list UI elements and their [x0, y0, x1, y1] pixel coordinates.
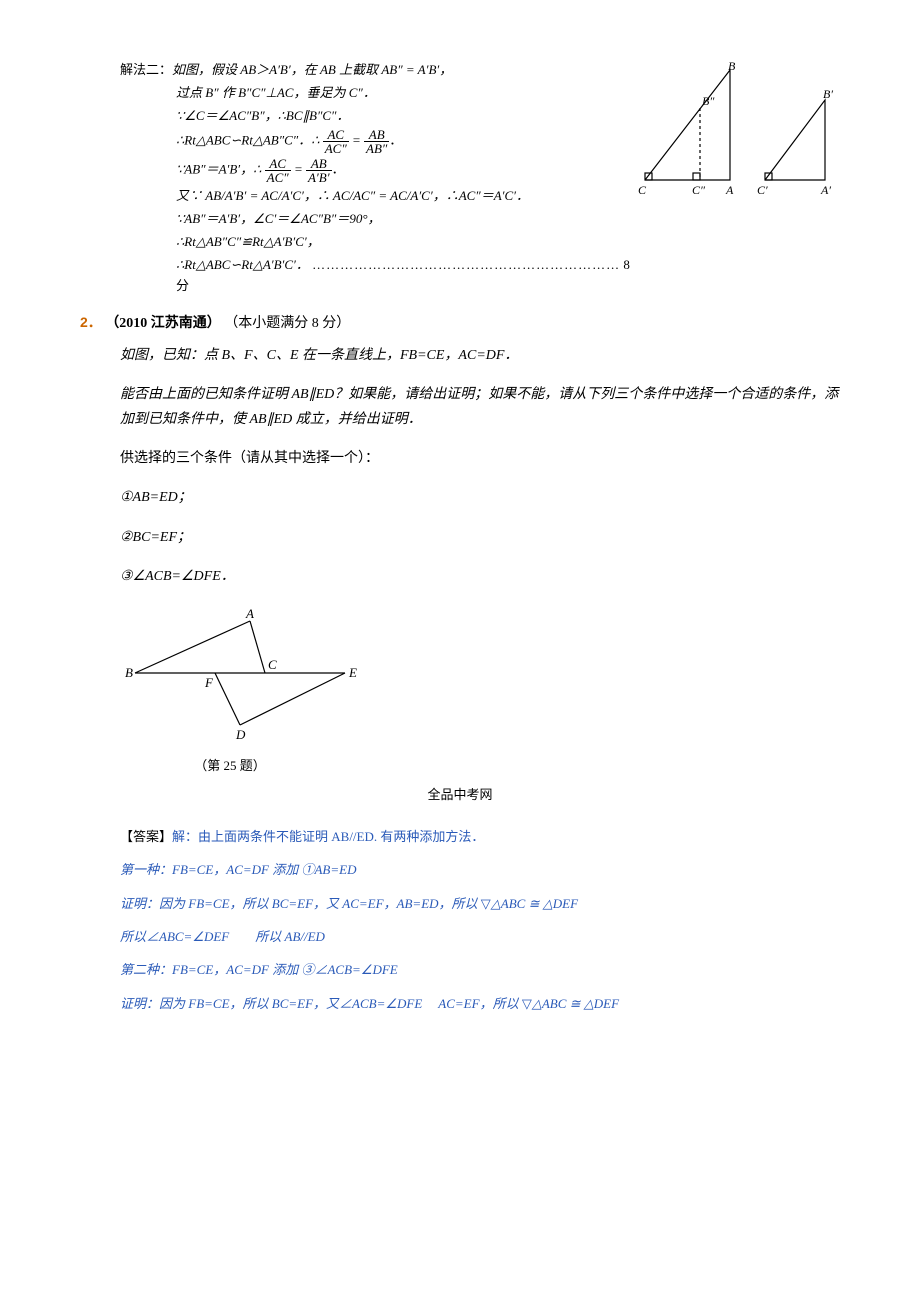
line: ∵AB″＝A′B′，∴ ACAC″ = ABA′B′．	[120, 157, 630, 184]
para: 供选择的三个条件（请从其中选择一个）：	[120, 446, 840, 471]
fraction: ACAC″	[265, 157, 291, 184]
problem-source: （2010 江苏南通）	[105, 316, 221, 331]
m1a: 第一种：FB=CE，AC=DF 添加 ①AB=ED	[120, 858, 840, 881]
fraction: ABAB″	[364, 128, 389, 155]
text: 又∵ AB/A′B′ = AC/A′C′，∴ AC/AC″ = AC/A′C′，…	[176, 188, 529, 203]
text: ∵∠C＝∠AC″B″，∴BC∥B″C″．	[176, 108, 349, 123]
den: AB″	[364, 142, 389, 155]
triangle-diagram-icon: B B″ C C″ A B′ C′ A′	[630, 60, 840, 210]
label-A: A	[725, 183, 734, 197]
eq: =	[294, 162, 306, 177]
answer-intro-text: 解：由上面两条件不能证明 AB//ED. 有两种添加方法．	[172, 829, 484, 844]
text: 如图，假设 AB＞A′B′，在 AB 上截取 AB″ = A′B′，	[172, 62, 452, 77]
num: AB	[364, 128, 389, 142]
line: ∴Rt△ABC∽Rt△A′B′C′． …………………………………………………………	[120, 255, 630, 297]
fraction: ABA′B′	[306, 157, 332, 184]
sol-label: 解法二：	[120, 62, 172, 77]
period: ．	[389, 133, 402, 148]
line: ∵AB″＝A′B′，∠C′＝∠AC″B″＝90°，	[120, 209, 630, 230]
label-C: C	[268, 657, 277, 672]
m1b: 证明：因为 FB=CE，所以 BC=EF，又 AC=EF，AB=ED，所以 ▽△…	[120, 892, 840, 915]
label-C: C	[638, 183, 647, 197]
answer-block: 【答案】解：由上面两条件不能证明 AB//ED. 有两种添加方法． 第一种：FB…	[80, 825, 840, 1015]
text: ∵AB″＝A′B′，∠C′＝∠AC″B″＝90°，	[176, 211, 381, 226]
solution-two-text: 解法二：如图，假设 AB＞A′B′，在 AB 上截取 AB″ = A′B′， 过…	[80, 60, 630, 298]
text: 过点 B″ 作 B″C″⊥AC，垂足为 C″．	[176, 85, 376, 100]
solution-two-block: 解法二：如图，假设 AB＞A′B′，在 AB 上截取 AB″ = A′B′， 过…	[80, 60, 840, 298]
line: 过点 B″ 作 B″C″⊥AC，垂足为 C″．	[120, 83, 630, 104]
answer-label: 【答案】	[120, 829, 172, 844]
line: ∴Rt△ABC∽Rt△AB″C″．∴ ACAC″ = ABAB″．	[120, 128, 630, 155]
line: ∴Rt△AB″C″≌Rt△A′B′C′，	[120, 232, 630, 253]
para: 能否由上面的已知条件证明 AB∥ED？如果能，请给出证明；如果不能，请从下列三个…	[120, 382, 840, 432]
cond2: ②BC=EF；	[120, 525, 840, 550]
problem-block: 2． （2010 江苏南通） （本小题满分 8 分） 如图，已知：点 B、F、C…	[80, 310, 840, 777]
text: ∴Rt△ABC∽Rt△AB″C″．∴	[176, 133, 319, 148]
label-F: F	[204, 675, 214, 690]
m2a: 第二种：FB=CE，AC=DF 添加 ③∠ACB=∠DFE	[120, 958, 840, 981]
label-Bpp: B″	[702, 94, 715, 108]
label-Bp: B′	[823, 87, 833, 101]
line: 解法二：如图，假设 AB＞A′B′，在 AB 上截取 AB″ = A′B′，	[120, 60, 630, 81]
label-Cpp: C″	[692, 183, 706, 197]
m2b-prefix: 证明：因为 FB=CE，所以 BC=EF，又∠ACB=∠DFE AC=EF，所以	[120, 996, 522, 1011]
problem-subtitle: （本小题满分 8 分）	[224, 316, 350, 331]
label-E: E	[348, 665, 357, 680]
problem-body: 如图，已知：点 B、F、C、E 在一条直线上，FB=CE，AC=DF． 能否由上…	[80, 343, 840, 778]
tri-sym: ▽	[522, 996, 532, 1011]
label-Ap: A′	[820, 183, 831, 197]
para: 如图，已知：点 B、F、C、E 在一条直线上，FB=CE，AC=DF．	[120, 343, 840, 368]
figure-caption: （第 25 题）	[120, 754, 340, 777]
dots: …………………………………………………………	[312, 257, 620, 272]
label-Cp: C′	[757, 183, 768, 197]
period: ．	[332, 162, 345, 177]
num: AC	[265, 157, 291, 171]
text: 能否由上面的已知条件证明 AB∥ED？如果能，请给出证明；如果不能，请从下列三个…	[120, 387, 838, 427]
num: AB	[306, 157, 332, 171]
figure-2: A B C D E F （第 25 题）	[120, 603, 840, 778]
m1c: 所以∠ABC=∠DEF 所以 AB//ED	[120, 925, 840, 948]
m1b-prefix: 证明：因为 FB=CE，所以 BC=EF，又 AC=EF，AB=ED，所以	[120, 896, 481, 911]
label-B: B	[728, 60, 736, 73]
den: A′B′	[306, 171, 332, 184]
den: AC″	[323, 142, 349, 155]
answer-intro: 【答案】解：由上面两条件不能证明 AB//ED. 有两种添加方法．	[120, 825, 840, 848]
eq: =	[352, 133, 364, 148]
text: ∵AB″＝A′B′，∴	[176, 162, 261, 177]
label-B: B	[125, 665, 133, 680]
line: ∵∠C＝∠AC″B″，∴BC∥B″C″．	[120, 106, 630, 127]
line: 又∵ AB/A′B′ = AC/A′C′，∴ AC/AC″ = AC/A′C′，…	[120, 186, 630, 207]
m1b-tri: △ABC ≅ △DEF	[491, 896, 578, 911]
cond1: ①AB=ED；	[120, 485, 840, 510]
text: 如图，已知：点 B、F、C、E 在一条直线上，FB=CE，AC=DF．	[120, 348, 518, 363]
cond3: ③∠ACB=∠DFE．	[120, 564, 840, 589]
tri-sym: ▽	[481, 896, 491, 911]
fraction: ACAC″	[323, 128, 349, 155]
problem-number: 2．	[80, 314, 102, 330]
label-A: A	[245, 606, 254, 621]
num: AC	[323, 128, 349, 142]
label-D: D	[235, 727, 246, 742]
text: ∴Rt△AB″C″≌Rt△A′B′C′，	[176, 234, 320, 249]
den: AC″	[265, 171, 291, 184]
watermark-text: 全品中考网	[80, 783, 840, 806]
m2b-tri: △ABC ≅ △DEF	[532, 996, 619, 1011]
m2b: 证明：因为 FB=CE，所以 BC=EF，又∠ACB=∠DFE AC=EF，所以…	[120, 992, 840, 1015]
text: ∴Rt△ABC∽Rt△A′B′C′．	[176, 257, 309, 272]
bowtie-diagram-icon: A B C D E F	[120, 603, 360, 743]
